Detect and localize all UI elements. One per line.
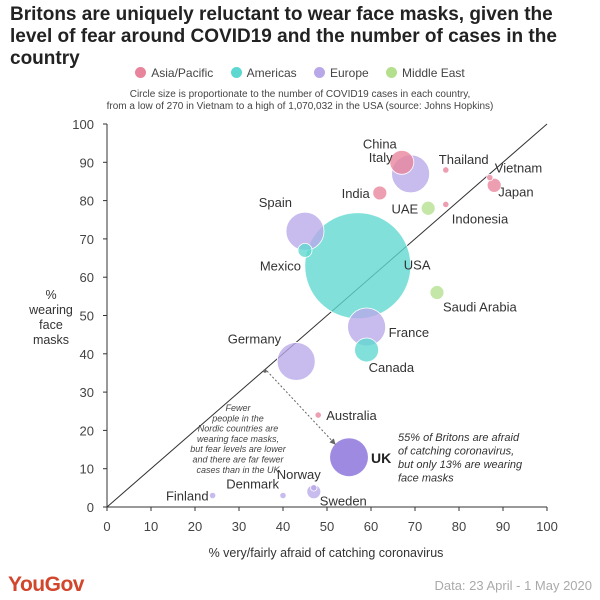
point-australia: [314, 411, 322, 419]
label-italy: Italy: [369, 150, 393, 165]
y-tick-label: 70: [80, 232, 94, 247]
label-india: India: [342, 186, 371, 201]
y-axis-label-line: %: [45, 288, 57, 302]
y-axis-label: % wearing face masks: [26, 288, 76, 348]
point-vietnam: [486, 174, 494, 182]
label-denmark: Denmark: [226, 477, 279, 492]
y-tick-label: 10: [80, 462, 94, 477]
legend-label: Middle East: [402, 66, 465, 80]
annotation-nordic-line: cases than in the UK: [196, 465, 280, 475]
chart-subtitle-line-1: Circle size is proportionate to the numb…: [129, 89, 471, 100]
annotation-uk-line: of catching coronavirus,: [398, 446, 514, 458]
x-tick-label: 10: [144, 519, 158, 534]
label-norway: Norway: [277, 467, 322, 482]
annotation-nordic-line: Nordic countries are: [198, 424, 279, 434]
chart-title: Britons are uniquely reluctant to wear f…: [10, 4, 557, 69]
label-thailand: Thailand: [439, 152, 489, 167]
x-axis-label: % very/fairly afraid of catching coronav…: [208, 546, 444, 560]
x-tick-label: 60: [364, 519, 378, 534]
annotation-nordic-line: Fewer: [225, 403, 251, 413]
diagonal-reference-line: [106, 123, 548, 508]
point-uae: [420, 200, 436, 216]
x-tick-label: 50: [320, 519, 334, 534]
point-canada: [354, 337, 380, 363]
legend-swatch: [135, 67, 147, 78]
label-uk: UK: [371, 450, 391, 466]
y-tick-label: 20: [80, 423, 94, 438]
legend-swatch: [230, 67, 242, 78]
x-tick-label: 0: [103, 519, 110, 534]
annotation-arrow: [266, 370, 336, 445]
y-tick-label: 50: [80, 309, 94, 324]
chart-subtitle-line-2: from a low of 270 in Vietnam to a high o…: [106, 101, 494, 112]
legend-item-americas: Americas: [230, 66, 297, 80]
label-mexico: Mexico: [260, 258, 301, 273]
x-tick-label: 80: [452, 519, 466, 534]
legend-swatch: [386, 67, 398, 78]
point-thailand: [442, 166, 450, 174]
legend-swatch: [313, 67, 325, 78]
label-spain: Spain: [259, 195, 292, 210]
annotation-uk-line: 55% of Britons are afraid: [398, 432, 520, 444]
label-australia: Australia: [326, 408, 377, 423]
point-saudi-arabia: [429, 285, 445, 300]
y-tick-label: 80: [80, 194, 94, 209]
y-tick-label: 0: [87, 500, 94, 515]
yougov-logo: YouGov: [8, 573, 84, 596]
label-indonesia: Indonesia: [452, 211, 509, 226]
point-denmark: [279, 491, 287, 500]
y-tick-label: 60: [80, 270, 94, 285]
point-mexico: [297, 242, 313, 258]
x-tick-label: 20: [188, 519, 202, 534]
annotation-uk-line: but only 13% are wearing: [398, 459, 523, 471]
legend-label: Asia/Pacific: [151, 66, 214, 80]
label-usa: USA: [404, 258, 431, 273]
y-tick-label: 90: [80, 155, 94, 170]
x-tick-label: 70: [408, 519, 422, 534]
label-canada: Canada: [369, 360, 415, 375]
point-norway: [310, 484, 318, 492]
label-vietnam: Vietnam: [495, 161, 542, 176]
point-china: [389, 149, 415, 175]
data-source-date: Data: 23 April - 1 May 2020: [434, 578, 592, 593]
point-indonesia: [442, 200, 450, 209]
label-saudi-arabia: Saudi Arabia: [443, 300, 517, 315]
point-india: [372, 185, 388, 201]
x-tick-label: 100: [536, 519, 558, 534]
legend-item-europe: Europe: [313, 66, 369, 80]
label-uae: UAE: [391, 201, 418, 216]
y-tick-label: 40: [80, 347, 94, 362]
point-finland: [209, 491, 217, 500]
legend-label: Europe: [329, 66, 369, 80]
point-germany: [276, 342, 316, 381]
label-finland: Finland: [166, 489, 209, 504]
label-germany: Germany: [228, 331, 282, 346]
legend-item-asia-pacific: Asia/Pacific: [135, 66, 213, 80]
annotation-arrow-start: [263, 369, 267, 373]
annotation-nordic-line: but fear levels are lower: [190, 444, 287, 454]
legend-item-middle-east: Middle East: [386, 66, 465, 80]
y-tick-label: 30: [80, 385, 94, 400]
label-france: France: [389, 325, 429, 340]
label-china: China: [363, 136, 398, 151]
annotation-uk-line: face masks: [398, 473, 454, 485]
y-axis-label-line: face: [39, 318, 63, 332]
y-axis-label-line: wearing: [29, 303, 73, 317]
x-tick-label: 40: [276, 519, 290, 534]
x-tick-label: 90: [496, 519, 510, 534]
y-axis-label-line: masks: [32, 333, 70, 347]
legend-label: Americas: [246, 66, 297, 80]
point-uk-highlight: [330, 438, 368, 477]
y-tick-label: 100: [72, 117, 94, 132]
x-tick-label: 30: [232, 519, 246, 534]
label-japan: Japan: [498, 184, 533, 199]
label-sweden: Sweden: [320, 494, 367, 509]
annotation-nordic-line: wearing face masks,: [197, 434, 279, 444]
point-japan: [486, 177, 502, 193]
annotation-nordic-line: and there are far fewer: [192, 455, 284, 465]
chart-legend: Asia/Pacific Americas Europe Middle East: [0, 66, 600, 80]
annotation-nordic-line: people in the: [211, 413, 264, 423]
